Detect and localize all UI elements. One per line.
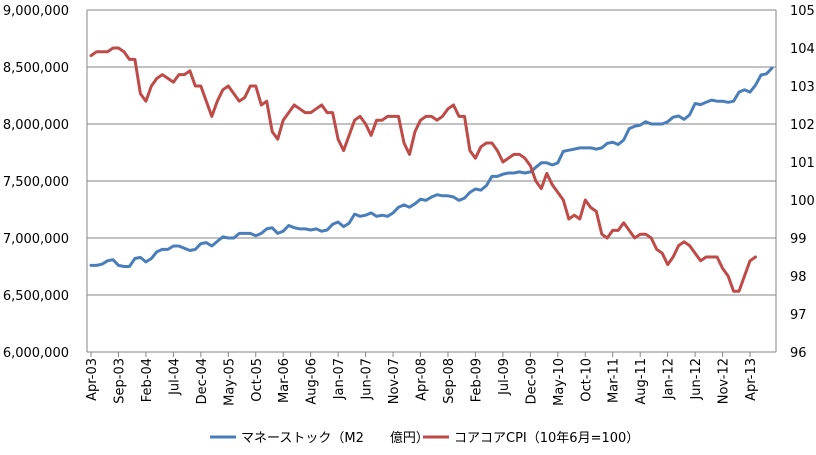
x-tick-label: Dec-04 [195, 358, 210, 404]
x-tick-label: Aug-11 [634, 358, 649, 405]
right-tick-label: 96 [790, 346, 807, 361]
x-tick-label: Jan-12 [662, 358, 677, 400]
x-tick-label: Feb-09 [469, 358, 484, 402]
right-tick-label: 102 [790, 118, 815, 133]
left-tick-label: 6,500,000 [3, 289, 69, 304]
legend-label-core-cpi: コアコアCPI（10年6月=100） [454, 431, 639, 446]
x-tick-label: Sep-03 [112, 358, 127, 404]
x-tick-label: Mar-06 [277, 358, 292, 403]
x-tick-label: Nov-07 [387, 358, 402, 404]
series-line-money-stock [89, 66, 774, 268]
series-lines [89, 46, 774, 293]
left-tick-label: 6,000,000 [3, 346, 69, 361]
plot-area [86, 10, 777, 352]
x-tick-label: Oct-10 [579, 358, 594, 402]
left-tick-label: 7,500,000 [3, 175, 69, 190]
legend-label-money-stock: マネーストック（M2 億円） [241, 430, 429, 446]
right-tick-label: 100 [790, 194, 815, 209]
right-tick-label: 101 [790, 156, 815, 171]
right-tick-label: 98 [790, 270, 807, 285]
x-tick-label: Dec-09 [524, 358, 539, 404]
x-tick-label: May-10 [552, 358, 567, 406]
x-tick-label: Nov-12 [717, 358, 732, 404]
x-tick-label: Jul-09 [497, 358, 512, 396]
x-tick-label: Sep-08 [442, 358, 457, 404]
left-tick-label: 8,500,000 [3, 61, 69, 76]
x-tick-label: Apr-03 [85, 358, 100, 401]
left-axis-tick-labels: 6,000,000 6,500,000 7,000,000 7,500,000 8,00… [3, 4, 69, 361]
legend: マネーストック（M2 億円） コアコアCPI（10年6月=100） [210, 430, 639, 446]
x-tick-label: Feb-04 [140, 358, 155, 402]
x-tick-label: Jul-04 [167, 358, 182, 396]
right-axis-tick-labels: 96 97 98 99 100 101 102 103 104 105 [790, 4, 815, 361]
gridlines [87, 9, 776, 353]
x-tick-label: Aug-06 [305, 358, 320, 405]
x-tick-label: Mar-11 [607, 358, 622, 403]
x-tick-label: Jan-07 [332, 358, 347, 400]
right-tick-label: 105 [790, 4, 815, 19]
x-tick-label: Oct-05 [250, 358, 265, 402]
x-tick-label: Jun-12 [689, 358, 704, 401]
left-tick-label: 9,000,000 [3, 4, 69, 19]
left-tick-label: 8,000,000 [3, 118, 69, 133]
x-tick-label: Apr-13 [744, 358, 759, 401]
x-tick-label: Jun-07 [360, 358, 375, 401]
x-axis-tick-labels: Apr-03 Sep-03 Feb-04 Jul-04 Dec-04 May-05 Oct-… [85, 352, 759, 406]
right-tick-label: 97 [790, 308, 807, 323]
right-tick-label: 103 [790, 80, 815, 95]
x-tick-label: Apr-08 [415, 358, 430, 401]
x-tick-label: May-05 [222, 358, 237, 406]
series-line-core-cpi [89, 46, 757, 293]
left-tick-label: 7,000,000 [3, 232, 69, 247]
right-tick-label: 99 [790, 232, 807, 247]
right-tick-label: 104 [790, 42, 815, 57]
